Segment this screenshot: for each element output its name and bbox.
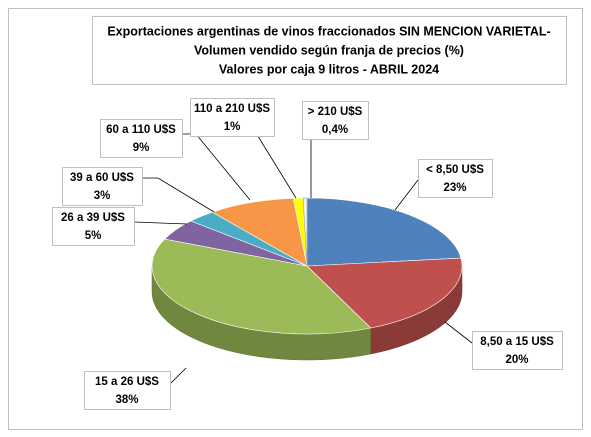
leader-line: [133, 221, 188, 225]
category-label: < 8,50 U$S: [426, 164, 484, 176]
chart-title: Volumen vendido según franja de precios …: [194, 43, 464, 57]
category-label: 8,50 a 15 U$S: [480, 336, 554, 348]
category-label: 26 a 39 U$S: [61, 212, 125, 224]
data-label-box: [418, 159, 493, 198]
data-label-box: [100, 119, 183, 158]
pie-slice: [302, 197, 308, 267]
leader-line: [394, 179, 419, 211]
leader-line: [444, 321, 473, 344]
data-label-box: [190, 98, 275, 137]
pie-slice: [306, 257, 463, 329]
chart-title: Valores por caja 9 litros - ABRIL 2024: [219, 62, 439, 76]
title-box: [92, 16, 567, 85]
pie-tops: [151, 197, 463, 335]
leader-line: [255, 132, 297, 199]
category-label: > 210 U$S: [308, 106, 363, 118]
pie-slice: [306, 197, 462, 267]
data-label: 3%: [94, 190, 111, 202]
data-label: 20%: [505, 354, 528, 366]
category-label: 39 a 60 U$S: [70, 172, 134, 184]
category-label: 15 a 26 U$S: [95, 376, 159, 388]
category-label: 60 a 110 U$S: [106, 124, 176, 136]
data-label-box: [84, 371, 171, 410]
data-label: 23%: [443, 182, 466, 194]
leader-line: [169, 367, 187, 385]
category-label: 110 a 210 U$S: [194, 103, 270, 115]
data-label: 9%: [133, 142, 150, 154]
chart-title: Exportaciones argentinas de vinos fracci…: [107, 24, 550, 38]
data-label-box: [52, 207, 135, 246]
leader-line: [142, 177, 215, 213]
pie-slice: [151, 238, 372, 335]
data-label-box: [62, 167, 143, 206]
data-label: 1%: [224, 121, 241, 133]
data-label: 5%: [85, 230, 102, 242]
data-label-box: [472, 331, 563, 370]
data-label: 0,4%: [322, 124, 348, 136]
data-label: 38%: [115, 394, 138, 406]
data-label-box: [302, 101, 369, 140]
